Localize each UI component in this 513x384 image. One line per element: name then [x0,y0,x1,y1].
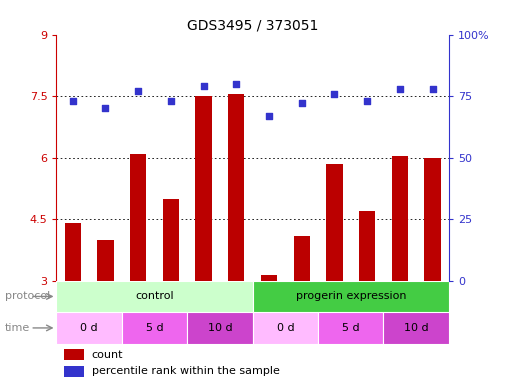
Bar [163,199,179,281]
Text: 0 d: 0 d [277,323,294,333]
Bar [359,211,376,281]
Text: 5 d: 5 d [342,323,360,333]
Bar [261,275,277,281]
Point [167,98,175,104]
Point [200,83,208,89]
Text: 10 d: 10 d [208,323,232,333]
Bar [56,312,122,344]
Bar [228,94,245,281]
Bar [252,281,449,312]
Bar [56,281,252,312]
Bar [252,312,318,344]
Bar [64,366,84,376]
Text: protocol: protocol [5,291,50,301]
Bar [384,312,449,344]
Point [363,98,371,104]
Point [428,86,437,92]
Point [330,91,339,97]
Bar [391,156,408,281]
Text: 0 d: 0 d [81,323,98,333]
Text: count: count [92,349,123,360]
Title: GDS3495 / 373051: GDS3495 / 373051 [187,18,319,32]
Text: control: control [135,291,174,301]
Bar [65,223,81,281]
Point [396,86,404,92]
Bar [195,96,212,281]
Bar [318,312,383,344]
Point [298,100,306,106]
Text: time: time [5,323,30,333]
Text: progerin expression: progerin expression [295,291,406,301]
Point [265,113,273,119]
Bar [130,154,146,281]
Point [134,88,142,94]
Point [69,98,77,104]
Bar [122,312,187,344]
Text: 5 d: 5 d [146,323,163,333]
Bar [424,157,441,281]
Bar [187,312,252,344]
Bar [293,235,310,281]
Point [232,81,241,87]
Text: 10 d: 10 d [404,323,428,333]
Point [102,105,110,111]
Bar [326,164,343,281]
Bar [97,240,114,281]
Text: percentile rank within the sample: percentile rank within the sample [92,366,280,376]
Bar [64,349,84,360]
